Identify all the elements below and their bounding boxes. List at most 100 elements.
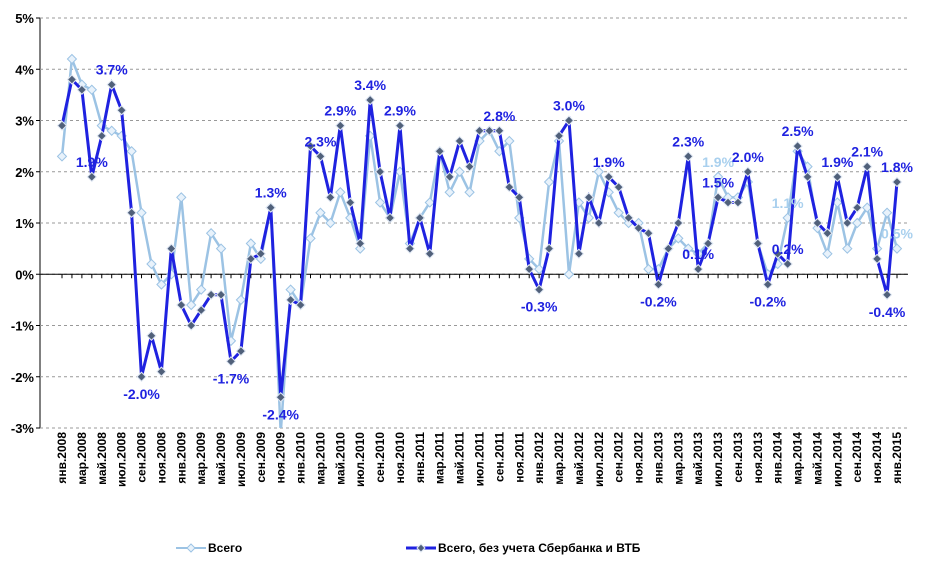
data-label: 2.3%: [672, 133, 704, 149]
y-tick-label: 1%: [15, 216, 34, 231]
marker: [126, 146, 137, 157]
x-tick-label: май.2011: [453, 432, 467, 484]
marker: [186, 299, 197, 311]
data-label: 2.1%: [851, 144, 883, 160]
marker: [275, 392, 286, 403]
marker: [166, 243, 177, 254]
marker: [136, 371, 147, 382]
marker: [245, 253, 257, 265]
marker: [444, 187, 455, 198]
x-tick-label: янв.2008: [55, 432, 69, 484]
marker: [692, 263, 704, 275]
data-label: 1.5%: [702, 174, 734, 190]
x-tick-label: июл.2008: [115, 432, 129, 487]
x-tick-label: ноя.2009: [274, 432, 288, 484]
x-tick-label: мар.2011: [433, 432, 447, 484]
x-tick-label: сен.2012: [612, 432, 626, 483]
marker: [176, 299, 187, 311]
marker: [355, 238, 366, 249]
marker: [683, 151, 694, 162]
x-tick-label: мар.2008: [75, 432, 89, 485]
marker: [195, 284, 207, 295]
marker: [424, 248, 436, 259]
legend-label: Всего: [208, 541, 242, 555]
marker: [543, 243, 555, 254]
marker: [643, 228, 654, 239]
data-label: 1.9%: [702, 154, 734, 170]
x-tick-label: ноя.2013: [751, 432, 765, 484]
marker: [454, 166, 465, 177]
y-tick-label: 0%: [15, 267, 34, 282]
x-tick-label: июл.2013: [711, 432, 725, 487]
marker: [881, 207, 893, 218]
marker: [583, 192, 595, 203]
marker: [116, 105, 127, 116]
marker: [633, 222, 644, 234]
x-tick-label: сен.2013: [731, 432, 745, 483]
data-label: -0.4%: [869, 304, 906, 320]
marker: [126, 207, 137, 218]
x-tick-label: май.2013: [691, 432, 705, 485]
x-tick-label: мар.2009: [194, 432, 208, 485]
marker: [543, 176, 555, 188]
x-tick-label: май.2010: [333, 432, 347, 485]
marker: [881, 289, 893, 300]
x-tick-label: янв.2012: [532, 432, 546, 484]
marker: [653, 279, 664, 290]
marker: [305, 140, 316, 152]
marker: [464, 161, 475, 172]
marker: [683, 243, 694, 254]
marker: [792, 140, 803, 152]
data-label: -1.7%: [213, 370, 250, 386]
data-label: 1.3%: [255, 185, 287, 201]
marker: [195, 304, 207, 316]
marker: [235, 345, 247, 357]
x-tick-label: мар.2013: [671, 432, 685, 485]
marker: [305, 233, 316, 244]
marker: [156, 366, 167, 377]
marker: [553, 130, 565, 142]
marker: [762, 279, 773, 290]
marker: [464, 187, 475, 198]
x-tick-label: мар.2010: [313, 432, 327, 485]
x-tick-label: май.2014: [810, 432, 824, 485]
marker: [742, 166, 754, 177]
x-tick-label: сен.2010: [373, 432, 387, 483]
marker: [593, 166, 604, 177]
x-tick-label: май.2008: [95, 432, 109, 485]
marker: [335, 120, 346, 131]
data-label: -2.0%: [123, 386, 160, 402]
marker: [345, 197, 356, 208]
x-tick-label: ноя.2014: [870, 432, 884, 484]
marker: [384, 212, 396, 224]
marker: [364, 94, 376, 106]
marker: [205, 289, 217, 300]
marker: [156, 279, 167, 290]
x-tick-label: янв.2015: [890, 432, 904, 484]
data-label: 1.8%: [881, 159, 913, 175]
marker: [822, 228, 833, 239]
marker: [832, 171, 843, 183]
marker: [772, 248, 783, 259]
marker: [802, 171, 813, 183]
data-label: -2.4%: [262, 406, 299, 422]
data-label: 1.9%: [593, 154, 625, 170]
x-tick-label: сен.2009: [254, 432, 268, 483]
marker: [335, 187, 346, 198]
data-label: -0.3%: [521, 299, 558, 315]
marker: [603, 171, 614, 183]
marker: [891, 243, 903, 254]
marker: [752, 238, 764, 249]
x-tick-label: ноя.2008: [154, 432, 168, 484]
marker: [514, 192, 525, 203]
marker: [66, 74, 78, 85]
marker: [712, 192, 724, 203]
marker: [643, 263, 654, 275]
x-tick-label: июл.2011: [473, 432, 487, 487]
marker: [434, 146, 445, 157]
x-tick-label: июл.2014: [830, 432, 844, 487]
marker: [285, 284, 296, 295]
marker: [245, 238, 257, 249]
x-tick-label: май.2012: [572, 432, 586, 485]
x-tick-label: янв.2009: [174, 432, 188, 484]
